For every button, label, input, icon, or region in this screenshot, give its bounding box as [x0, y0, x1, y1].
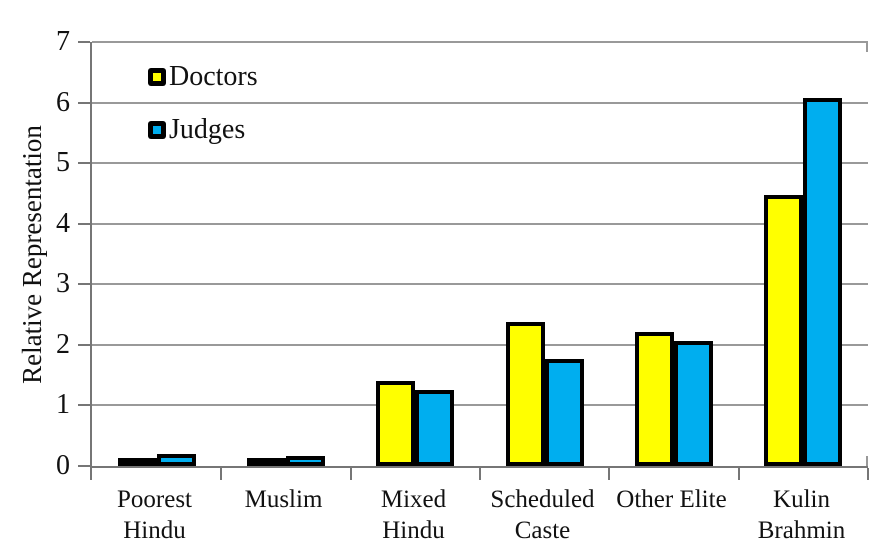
- x-axis-tick-2: [350, 468, 352, 480]
- gridline-y-2: [92, 344, 868, 346]
- y-tick-label-5: 5: [56, 147, 70, 179]
- x-label-line: Kulin: [773, 486, 830, 513]
- x-label-line: Muslim: [244, 486, 323, 513]
- x-axis-tick-4: [608, 468, 610, 480]
- gridline-y-1: [92, 404, 868, 406]
- x-label-scheduled-caste: Scheduled Caste: [478, 484, 607, 546]
- bar-judges-other-elite: [674, 341, 713, 466]
- bar-judges-scheduled-caste: [545, 359, 584, 466]
- y-axis-tick-5: [78, 162, 90, 164]
- y-axis-tick-2: [78, 344, 90, 346]
- y-axis-tick-7: [78, 41, 90, 43]
- bar-doctors-poorest-hindu: [118, 458, 157, 466]
- judges-legend-marker-icon: [148, 121, 166, 139]
- x-label-line: Brahmin: [757, 517, 846, 544]
- doctors-swatch: [153, 73, 161, 81]
- x-label-poorest-hindu: Poorest Hindu: [90, 484, 219, 546]
- bar-judges-muslim: [286, 456, 325, 466]
- x-axis-tick-1: [220, 468, 222, 480]
- y-tick-label-4: 4: [56, 207, 70, 239]
- legend-item-judges: Judges: [148, 115, 258, 145]
- bar-doctors-scheduled-caste: [506, 322, 545, 466]
- plot-right-bottom-stub: [866, 456, 868, 466]
- gridline-y-6: [92, 102, 868, 104]
- x-axis-tick-3: [479, 468, 481, 480]
- judges-swatch: [153, 126, 161, 134]
- gridline-y-5: [92, 162, 868, 164]
- x-label-mixed-hindu: Mixed Hindu: [349, 484, 478, 546]
- bar-doctors-mixed-hindu: [376, 381, 415, 466]
- x-label-line: Other Elite: [616, 486, 727, 513]
- gridline-y-7: [92, 41, 868, 43]
- bar-judges-mixed-hindu: [415, 390, 454, 466]
- gridline-y-4: [92, 223, 868, 225]
- x-label-kulin-brahmin: Kulin Brahmin: [737, 484, 866, 546]
- y-tick-label-7: 7: [56, 26, 70, 57]
- legend-label-doctors: Doctors: [169, 61, 258, 92]
- plot-right-top-stub: [866, 42, 868, 52]
- x-label-line: Caste: [514, 517, 571, 544]
- y-axis-tick-3: [78, 283, 90, 285]
- x-label-line: Scheduled: [490, 486, 595, 513]
- bar-doctors-muslim: [247, 458, 286, 466]
- x-label-line: Mixed: [380, 486, 447, 513]
- doctors-legend-marker-icon: [148, 68, 166, 86]
- y-tick-label-1: 1: [56, 389, 70, 421]
- legend-item-doctors: Doctors: [148, 62, 258, 92]
- y-axis-tick-6: [78, 102, 90, 104]
- y-axis-tick-0: [78, 465, 90, 467]
- x-axis-tick-6: [867, 468, 869, 480]
- x-axis-tick-5: [738, 468, 740, 480]
- plot-area: [78, 41, 869, 480]
- y-tick-label-6: 6: [56, 86, 70, 118]
- legend: Doctors Judges: [148, 62, 258, 145]
- gridline-y-3: [92, 283, 868, 285]
- y-tick-label-0: 0: [56, 450, 70, 481]
- bar-judges-poorest-hindu: [157, 454, 196, 466]
- x-label-line: Hindu: [123, 517, 186, 544]
- x-label-line: Poorest: [117, 486, 192, 513]
- bar-judges-kulin-brahmin: [803, 98, 842, 466]
- y-axis-tick-1: [78, 404, 90, 406]
- x-label-other-elite: Other Elite: [607, 484, 736, 515]
- legend-label-judges: Judges: [169, 114, 246, 145]
- y-tick-label-2: 2: [56, 328, 70, 360]
- x-label-muslim: Muslim: [219, 484, 348, 515]
- y-axis-tick-4: [78, 223, 90, 225]
- x-label-line: Hindu: [382, 517, 445, 544]
- y-tick-label-3: 3: [56, 268, 70, 300]
- bar-doctors-kulin-brahmin: [764, 195, 803, 466]
- bar-doctors-other-elite: [635, 332, 674, 466]
- x-axis-tick-0: [90, 468, 92, 480]
